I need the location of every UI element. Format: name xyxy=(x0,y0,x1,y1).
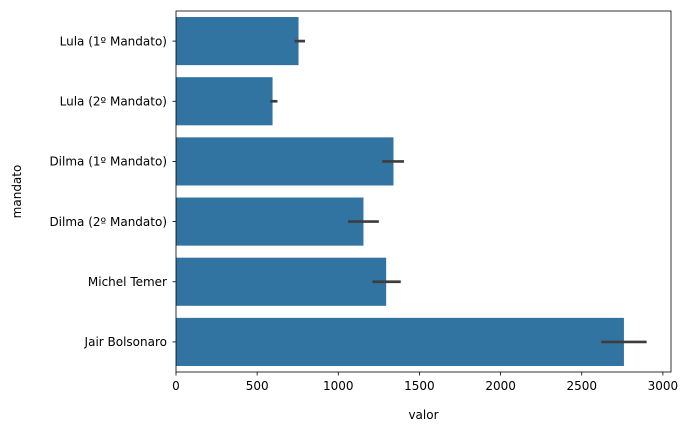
plot-frame xyxy=(175,10,672,373)
y-tick-label-1: Lula (2º Mandato) xyxy=(60,95,167,109)
y-axis: Lula (1º Mandato) Lula (2º Mandato) Dilma … xyxy=(49,34,176,349)
y-tick-label-4: Michel Temer xyxy=(88,275,167,289)
bars-group xyxy=(176,17,624,366)
bar-2 xyxy=(176,137,394,186)
error-bars-group xyxy=(270,39,647,344)
x-tick-label-6: 3000 xyxy=(648,379,679,393)
bar-5 xyxy=(176,317,624,366)
bar-1 xyxy=(176,77,273,126)
x-tick-label-1: 500 xyxy=(246,379,269,393)
y-axis-label: mandato xyxy=(10,165,24,219)
x-tick-label-3: 1500 xyxy=(404,379,435,393)
y-tick-label-5: Jair Bolsonaro xyxy=(84,335,167,349)
bar-4 xyxy=(176,257,387,306)
y-tick-label-3: Dilma (2º Mandato) xyxy=(49,215,167,229)
x-tick-label-5: 2500 xyxy=(566,379,597,393)
y-tick-label-0: Lula (1º Mandato) xyxy=(60,34,167,48)
y-tick-label-2: Dilma (1º Mandato) xyxy=(49,155,167,169)
x-tick-label-0: 0 xyxy=(172,379,180,393)
x-tick-label-4: 2000 xyxy=(485,379,516,393)
x-axis: 0 500 1000 1500 2000 2500 3000 xyxy=(172,372,678,393)
x-axis-label: valor xyxy=(408,408,438,422)
bar-3 xyxy=(176,197,364,246)
x-tick-label-2: 1000 xyxy=(323,379,354,393)
bar-0 xyxy=(176,17,299,66)
